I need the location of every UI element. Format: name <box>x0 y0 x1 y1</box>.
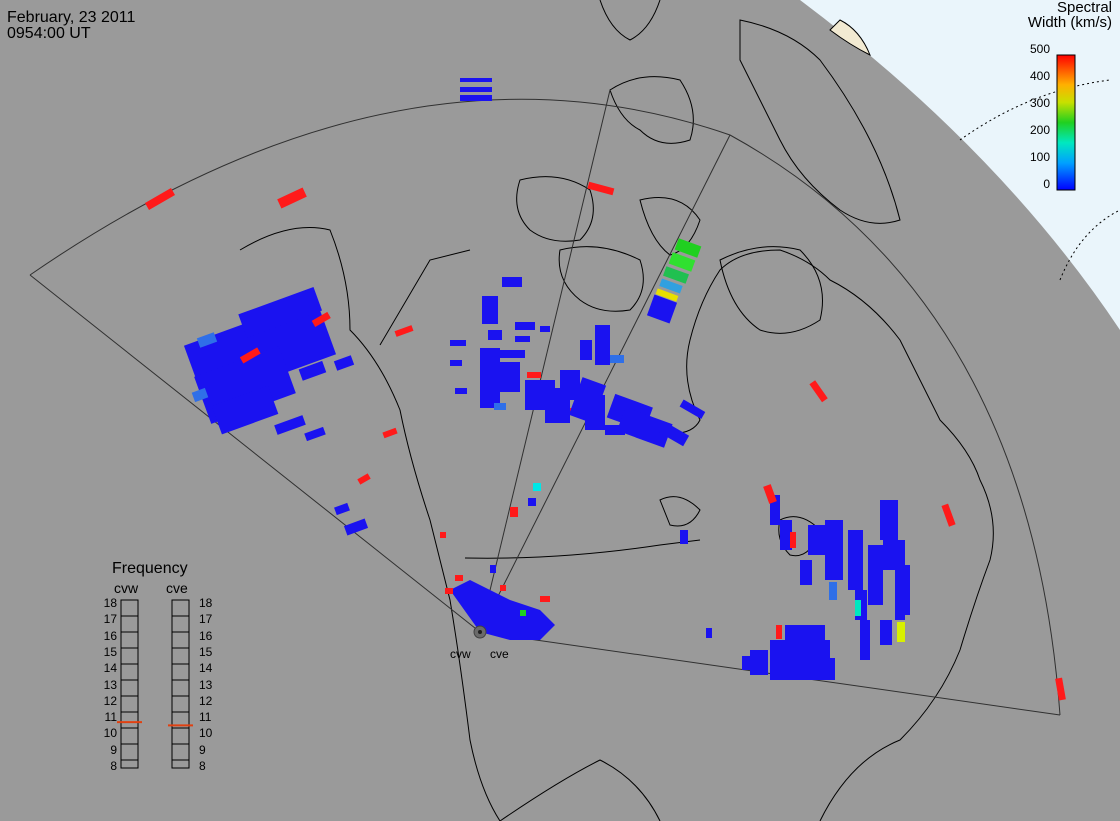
scatter-cluster-center <box>450 277 706 544</box>
cve-scale-17: 17 <box>199 612 213 627</box>
borders <box>379 249 701 559</box>
scatter-top <box>460 78 492 101</box>
colorbar-tick: 100 <box>1029 150 1050 164</box>
cve-scale-13: 13 <box>199 677 213 692</box>
cvw-scale-15: 15 <box>103 644 117 659</box>
site-label-cvw: cvw <box>450 647 471 661</box>
cvw-scale-17: 17 <box>103 612 117 627</box>
site-label-cve: cve <box>490 647 509 661</box>
colorbar <box>1056 54 1076 191</box>
cve-scale-12: 12 <box>199 693 213 708</box>
scatter-data <box>145 78 1066 701</box>
cve-scale-16: 16 <box>199 628 213 643</box>
cvw-scale-10: 10 <box>103 726 117 741</box>
frequency-panel <box>117 599 193 769</box>
cve-scale-8: 8 <box>199 759 206 773</box>
frequency-site-cve: cve <box>166 580 188 596</box>
radar-site-marker <box>473 625 487 639</box>
cvw-scale-16: 16 <box>103 628 117 643</box>
cvw-scale-14: 14 <box>103 661 117 676</box>
cve-scale-18: 18 <box>199 596 213 610</box>
cvw-scale-12: 12 <box>103 693 117 708</box>
colorbar-title: Spectral Width (km/s) <box>1028 0 1112 30</box>
cvw-scale-13: 13 <box>103 677 117 692</box>
frequency-bar-cvw <box>120 599 139 769</box>
frequency-site-cvw: cvw <box>114 580 139 596</box>
cvw-scale-11: 11 <box>104 710 117 725</box>
scatter-cluster-west <box>183 287 369 536</box>
colorbar-tick: 200 <box>1029 123 1050 137</box>
colorbar-tick: 400 <box>1029 69 1050 83</box>
colorbar-title-line1: Spectral <box>1056 0 1112 16</box>
radar-fov <box>29 89 1061 716</box>
colorbar-tick: 500 <box>1029 42 1050 56</box>
cvw-scale-9: 9 <box>110 742 117 757</box>
polar-region <box>800 0 1120 330</box>
colorbar-tick: 300 <box>1029 96 1050 110</box>
frequency-title: Frequency <box>112 560 188 577</box>
cve-scale-11: 11 <box>199 710 212 725</box>
timestamp: February, 23 2011 0954:00 UT <box>7 10 135 42</box>
frequency-bar-cve <box>171 599 190 769</box>
cvw-scale-8: 8 <box>110 759 117 773</box>
colorbar-tick: 0 <box>1043 177 1050 191</box>
cve-scale-9: 9 <box>199 742 206 757</box>
cve-scale-10: 10 <box>199 726 213 741</box>
date-label: February, 23 2011 <box>7 9 136 26</box>
cve-scale-15: 15 <box>199 644 213 659</box>
colorbar-title-line2: Width (km/s) <box>1027 14 1112 31</box>
scatter-near-radar <box>445 565 555 640</box>
cvw-scale-18: 18 <box>103 596 117 610</box>
cve-scale-14: 14 <box>199 661 213 676</box>
scatter-stack-north <box>646 238 702 324</box>
scatter-cluster-east <box>706 495 910 680</box>
time-label: 0954:00 UT <box>7 25 91 42</box>
